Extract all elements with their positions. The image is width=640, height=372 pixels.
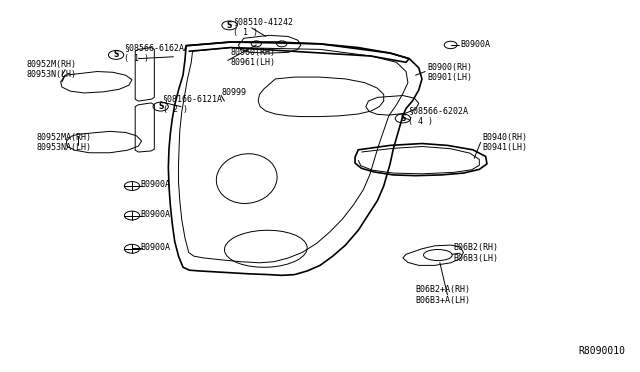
Text: B0900A: B0900A: [460, 41, 490, 49]
Text: §08166-6121A
( 2 ): §08166-6121A ( 2 ): [163, 94, 223, 114]
Text: B0900A: B0900A: [140, 210, 170, 219]
Text: B0900A: B0900A: [140, 180, 170, 189]
Text: R8090010: R8090010: [579, 346, 626, 356]
Text: S: S: [158, 102, 163, 111]
Text: B06B2(RH)
B06B3(LH): B06B2(RH) B06B3(LH): [454, 244, 499, 263]
Text: §08510-41242
( 1 ): §08510-41242 ( 1 ): [233, 17, 292, 37]
Text: B06B2+A(RH)
B06B3+A(LH): B06B2+A(RH) B06B3+A(LH): [415, 285, 470, 305]
Text: 80999: 80999: [221, 89, 246, 97]
Text: §08566-6162A
( 1 ): §08566-6162A ( 1 ): [124, 44, 184, 63]
Text: 80952M(RH)
80953N(LH): 80952M(RH) 80953N(LH): [27, 60, 77, 79]
Text: B0940(RH)
B0941(LH): B0940(RH) B0941(LH): [483, 133, 527, 152]
Text: S: S: [227, 21, 232, 30]
Text: 80952MA(RH)
80953NA(LH): 80952MA(RH) 80953NA(LH): [36, 133, 92, 152]
Text: §08566-6202A
( 4 ): §08566-6202A ( 4 ): [408, 106, 468, 125]
Text: B0900(RH)
B0901(LH): B0900(RH) B0901(LH): [427, 62, 472, 82]
Text: S: S: [400, 114, 406, 123]
Text: B0900A: B0900A: [140, 243, 170, 252]
Text: 80960(RH)
80961(LH): 80960(RH) 80961(LH): [231, 48, 276, 67]
Text: S: S: [113, 51, 119, 60]
